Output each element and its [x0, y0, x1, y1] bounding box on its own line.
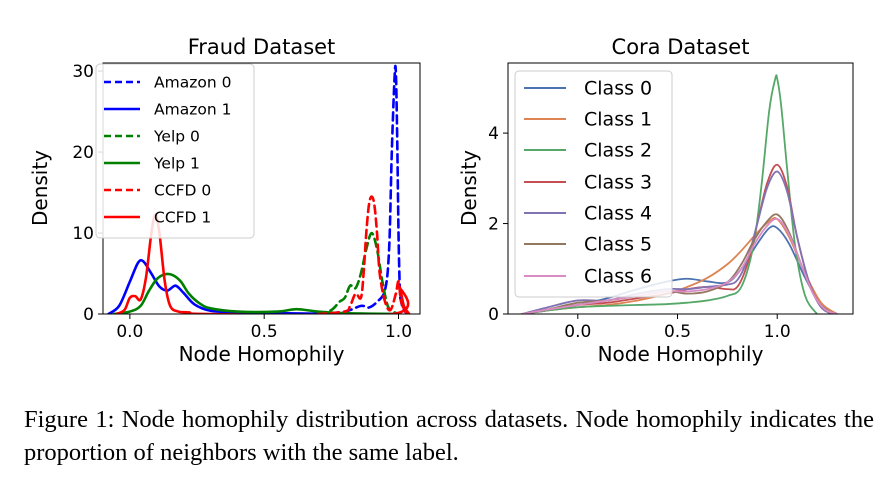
legend-item-class-0: Class 0: [524, 78, 652, 100]
y-tick-label: 4: [488, 124, 499, 144]
svg-text:Class 5: Class 5: [584, 234, 652, 256]
fraud-chart-title: Fraud Dataset: [188, 35, 336, 59]
legend-item-amazon-0: Amazon 0: [104, 74, 231, 92]
svg-text:Class 2: Class 2: [584, 140, 652, 162]
legend-item-class-6: Class 6: [524, 266, 652, 288]
x-tick-label: 0.5: [251, 322, 278, 342]
svg-text:Class 6: Class 6: [584, 266, 652, 288]
series-line-yelp-1: [112, 272, 400, 314]
svg-text:Class 0: Class 0: [584, 78, 652, 100]
svg-text:Class 1: Class 1: [584, 109, 652, 131]
legend-item-class-1: Class 1: [524, 109, 652, 131]
fraud-x-axis-label: Node Homophily: [179, 342, 345, 366]
x-tick-label: 1.0: [385, 322, 412, 342]
series-line-ccfd-1: [115, 213, 411, 314]
svg-text:Yelp 0: Yelp 0: [153, 128, 200, 146]
y-tick-label: 2: [488, 215, 499, 235]
legend-item-ccfd-1: CCFD 1: [104, 209, 211, 227]
svg-text:Class 4: Class 4: [584, 203, 652, 225]
x-tick-label: 0.5: [664, 322, 691, 342]
x-tick-label: 0.0: [116, 322, 143, 342]
series-line-class-6: [521, 218, 838, 314]
legend-item-class-3: Class 3: [524, 172, 652, 194]
legend-item-yelp-0: Yelp 0: [104, 128, 200, 146]
y-tick-label: 0: [488, 305, 499, 325]
cora-chart-title: Cora Dataset: [612, 35, 750, 59]
legend-item-class-2: Class 2: [524, 140, 652, 162]
figure: Fraud Dataset 0.0 0.5 1.0 0 10 20 30 Node Homo…: [28, 35, 854, 366]
y-tick-label: 10: [72, 224, 94, 244]
svg-text:Amazon 1: Amazon 1: [154, 101, 231, 119]
legend-item-class-4: Class 4: [524, 203, 652, 225]
series-line-amazon-0: [316, 64, 410, 314]
x-tick-label: 0.0: [564, 322, 591, 342]
legend-item-amazon-1: Amazon 1: [104, 101, 231, 119]
svg-text:CCFD 1: CCFD 1: [154, 209, 211, 227]
legend-item-ccfd-0: CCFD 0: [104, 182, 211, 200]
y-tick-label: 20: [72, 143, 94, 163]
series-line-class-2: [521, 74, 818, 314]
svg-text:Yelp 1: Yelp 1: [153, 155, 200, 173]
cora-x-axis-label: Node Homophily: [598, 342, 764, 366]
cora-legend: Class 0 Class 1 Class 2 Class 3 Class 4 …: [514, 70, 673, 298]
cora-axes-frame: [507, 62, 854, 315]
fraud-legend: Amazon 0 Amazon 1 Yelp 0 Yelp 1 CCFD 0 C…: [95, 63, 255, 239]
svg-text:CCFD 0: CCFD 0: [154, 182, 211, 200]
legend-item-yelp-1: Yelp 1: [104, 155, 200, 173]
svg-text:Class 3: Class 3: [584, 172, 652, 194]
figure-caption: Figure 1: Node homophily distribution ac…: [24, 406, 874, 466]
cora-y-axis-label: Density: [457, 150, 481, 226]
cora-chart: Cora Dataset 0.0 0.5 1.0 0 2 4 Node Homophily…: [457, 35, 854, 366]
legend-item-class-5: Class 5: [524, 234, 652, 256]
series-line-ccfd-0: [316, 195, 408, 314]
x-tick-label: 1.0: [764, 322, 791, 342]
fraud-chart: Fraud Dataset 0.0 0.5 1.0 0 10 20 30 Node Homo…: [28, 35, 421, 366]
y-tick-label: 0: [83, 305, 94, 325]
svg-text:Amazon 0: Amazon 0: [154, 74, 231, 92]
y-tick-label: 30: [72, 62, 94, 82]
fraud-y-axis-label: Density: [28, 150, 52, 226]
